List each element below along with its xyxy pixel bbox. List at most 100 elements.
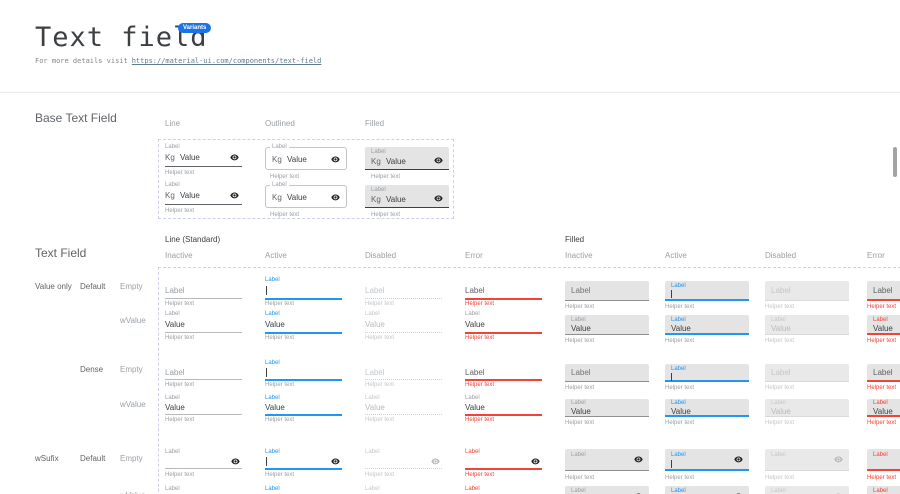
visibility-icon[interactable] bbox=[434, 195, 443, 202]
visibility-icon[interactable] bbox=[230, 154, 239, 161]
visibility-icon[interactable] bbox=[434, 157, 443, 164]
visibility-icon[interactable] bbox=[331, 156, 340, 163]
text-field-line-active-empty[interactable]: Label Helper text bbox=[265, 449, 342, 479]
text-field-line-error-empty[interactable]: Label Helper text bbox=[465, 277, 542, 307]
helper-text: Helper text bbox=[465, 301, 495, 307]
text-field-filled-inactive-empty[interactable]: Label Helper text bbox=[565, 277, 649, 311]
helper-text: Helper text bbox=[867, 385, 897, 391]
text-field-line-inactive-empty[interactable]: Label Helper text bbox=[165, 277, 242, 307]
base-filled-field[interactable]: Label Kg Value Helper text bbox=[365, 144, 449, 180]
text-field-filled-disabled-empty[interactable]: Label Helper text bbox=[765, 360, 849, 394]
text-field-filled-active-empty[interactable]: Label Helper text bbox=[665, 449, 749, 483]
docs-link[interactable]: https://material-ui.com/components/text-… bbox=[131, 57, 322, 65]
text-cursor bbox=[671, 460, 672, 468]
text-field-filled-error-empty[interactable]: Label Helper text bbox=[867, 277, 900, 311]
visibility-icon[interactable] bbox=[634, 456, 643, 463]
base-outlined-field[interactable]: Label Kg Value Helper text bbox=[265, 144, 347, 180]
text-field-filled-error-empty[interactable]: Label Helper text bbox=[867, 449, 900, 483]
helper-text: Helper text bbox=[665, 304, 695, 310]
base-outlined-field[interactable]: Label Kg Value Helper text bbox=[265, 182, 347, 218]
field-label: Label bbox=[465, 368, 485, 377]
text-field-filled-inactive-empty[interactable]: Label Helper text bbox=[565, 360, 649, 394]
field-label: Label bbox=[365, 368, 385, 377]
filled-box: Label bbox=[765, 281, 849, 301]
text-field-line-disabled-empty[interactable]: Label Helper text bbox=[365, 449, 442, 479]
scrollbar-thumb[interactable] bbox=[893, 147, 897, 177]
helper-text: Helper text bbox=[371, 174, 401, 180]
field-label: Label bbox=[270, 144, 289, 151]
text-field-line-active-empty[interactable]: Label Helper text bbox=[265, 277, 342, 307]
state-header: Inactive bbox=[165, 251, 193, 260]
text-field-line-disabled-empty[interactable]: Label Helper text bbox=[365, 277, 442, 307]
visibility-icon[interactable] bbox=[531, 458, 540, 465]
base-line-field[interactable]: Label Kg Value Helper text bbox=[165, 144, 242, 178]
visibility-icon[interactable] bbox=[834, 456, 843, 463]
field-value: Value bbox=[873, 407, 893, 416]
base-line-field[interactable]: Label Kg Value Helper text bbox=[165, 182, 242, 216]
text-field-line-inactive-empty[interactable]: Label Helper text bbox=[165, 360, 242, 390]
visibility-icon[interactable] bbox=[231, 458, 240, 465]
filled-box: Label bbox=[665, 449, 749, 471]
field-label: Label bbox=[771, 488, 786, 494]
text-field-line-disabled-empty[interactable]: Label Helper text bbox=[365, 360, 442, 390]
filled-box: Label bbox=[565, 364, 649, 382]
text-field-filled-active-empty[interactable]: Label Helper text bbox=[665, 360, 749, 394]
text-field-filled-disabled-empty[interactable]: Label Helper text bbox=[765, 277, 849, 311]
text-field-line-inactive-empty[interactable]: Label Helper text bbox=[165, 449, 242, 479]
text-cursor bbox=[266, 286, 267, 295]
visibility-icon[interactable] bbox=[331, 458, 340, 465]
helper-text: Helper text bbox=[765, 304, 795, 310]
field-underline bbox=[165, 298, 242, 299]
visibility-icon[interactable] bbox=[734, 456, 743, 463]
text-field-line-error-empty[interactable]: Label Helper text bbox=[465, 449, 542, 479]
helper-text: Helper text bbox=[867, 304, 897, 310]
field-underline bbox=[365, 298, 442, 299]
field-value: Value bbox=[180, 153, 200, 162]
text-field-filled-error-empty[interactable]: Label Helper text bbox=[867, 360, 900, 394]
text-cursor bbox=[671, 373, 672, 381]
field-underline bbox=[365, 332, 442, 333]
text-field-line-active-empty[interactable]: Label Helper text bbox=[265, 360, 342, 390]
field-label: Label bbox=[465, 395, 480, 401]
text-field-filled-disabled-empty[interactable]: Label Helper text bbox=[765, 449, 849, 483]
visibility-icon[interactable] bbox=[431, 458, 440, 465]
base-filled-field[interactable]: Label Kg Value Helper text bbox=[365, 182, 449, 218]
field-underline bbox=[265, 298, 342, 300]
row-group-label: wSufix bbox=[35, 454, 59, 463]
visibility-icon[interactable] bbox=[230, 192, 239, 199]
helper-text: Helper text bbox=[165, 170, 195, 176]
helper-text: Helper text bbox=[165, 382, 195, 388]
text-field-filled-inactive-empty[interactable]: Label Helper text bbox=[565, 449, 649, 483]
text-field-line-error-empty[interactable]: Label Helper text bbox=[465, 360, 542, 390]
text-field-filled-active-empty[interactable]: Label Helper text bbox=[665, 277, 749, 311]
visibility-icon[interactable] bbox=[331, 194, 340, 201]
helper-text: Helper text bbox=[565, 420, 595, 426]
field-label: Label bbox=[365, 395, 380, 401]
state-header: Disabled bbox=[365, 251, 397, 260]
